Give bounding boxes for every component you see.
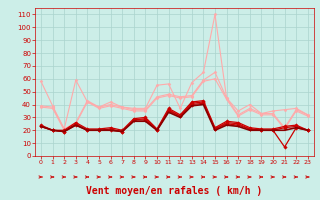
Text: Vent moyen/en rafales ( km/h ): Vent moyen/en rafales ( km/h ) [86, 186, 262, 196]
